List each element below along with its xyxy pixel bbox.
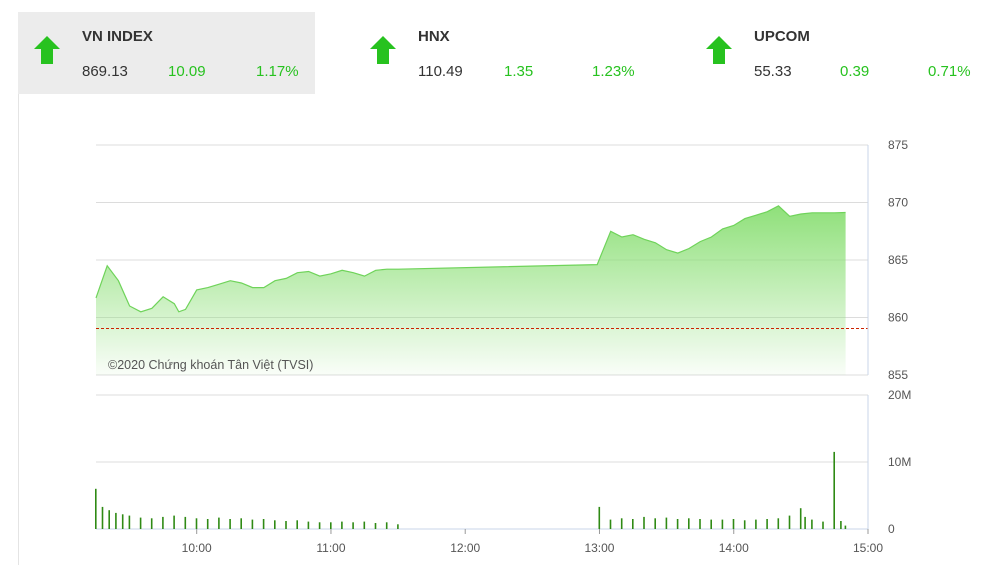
volume-tick-label: 10M bbox=[888, 455, 911, 469]
price-line bbox=[95, 205, 846, 313]
volume-bar bbox=[620, 518, 623, 529]
volume-tick-label: 0 bbox=[888, 522, 895, 536]
index-price: 110.49 bbox=[418, 63, 463, 80]
volume-bar bbox=[811, 519, 813, 529]
x-tick-label: 10:00 bbox=[182, 541, 212, 555]
volume-bar bbox=[397, 524, 399, 529]
volume-bar bbox=[799, 508, 802, 529]
volume-bar bbox=[374, 523, 377, 529]
volume-bar bbox=[822, 521, 824, 529]
volume-bar bbox=[307, 521, 310, 529]
volume-bar bbox=[609, 519, 612, 529]
index-panel-hnx[interactable]: HNX 110.49 1.35 1.23% bbox=[354, 12, 654, 94]
price-tick-label: 870 bbox=[888, 196, 908, 210]
volume-bar bbox=[844, 525, 847, 529]
volume-bar bbox=[385, 522, 388, 529]
x-tick-label: 12:00 bbox=[450, 541, 480, 555]
volume-bar bbox=[229, 519, 231, 529]
index-percent: 0.71% bbox=[928, 63, 971, 80]
volume-bar bbox=[150, 518, 153, 529]
volume-bar bbox=[162, 516, 164, 529]
volume-bar bbox=[833, 451, 835, 529]
volume-bar bbox=[128, 515, 131, 529]
index-percent: 1.17% bbox=[256, 63, 299, 80]
volume-bar bbox=[318, 522, 321, 529]
price-area bbox=[96, 205, 846, 375]
index-name: UPCOM bbox=[754, 28, 810, 45]
volume-bar bbox=[777, 518, 780, 529]
volume-bar bbox=[840, 521, 842, 529]
up-arrow-shape bbox=[34, 36, 60, 64]
volume-bar bbox=[206, 519, 209, 529]
volume-bar bbox=[676, 519, 679, 529]
volume-bar bbox=[352, 522, 354, 529]
up-arrow-icon bbox=[34, 36, 60, 64]
index-name: VN INDEX bbox=[82, 28, 153, 45]
volume-bar bbox=[101, 506, 104, 529]
volume-bar bbox=[743, 520, 746, 529]
watermark: ©2020 Chứng khoán Tân Việt (TVSI) bbox=[108, 358, 313, 372]
x-tick-label: 14:00 bbox=[719, 541, 749, 555]
volume-bar bbox=[251, 519, 254, 529]
volume-bar bbox=[766, 519, 768, 529]
volume-tick-label: 20M bbox=[888, 388, 911, 402]
index-change: 0.39 bbox=[840, 63, 870, 80]
volume-bar bbox=[721, 519, 724, 529]
volume-bar bbox=[330, 522, 332, 529]
volume-bar bbox=[654, 518, 656, 529]
volume-bar bbox=[755, 519, 757, 529]
up-arrow-shape bbox=[370, 36, 396, 64]
volume-bar bbox=[195, 518, 198, 529]
index-name: HNX bbox=[418, 28, 450, 45]
volume-bar bbox=[699, 519, 701, 529]
up-arrow-icon bbox=[370, 36, 396, 64]
index-change: 1.35 bbox=[504, 63, 534, 80]
price-tick-label: 860 bbox=[888, 311, 908, 325]
volume-bar bbox=[788, 515, 791, 529]
volume-bar bbox=[139, 517, 142, 529]
volume-bar bbox=[665, 517, 668, 529]
volume-bar bbox=[710, 519, 712, 529]
volume-bar bbox=[262, 519, 265, 529]
volume-bar bbox=[108, 510, 110, 529]
volume-bar bbox=[115, 512, 117, 529]
volume-bar bbox=[341, 521, 343, 529]
index-panel-upcom[interactable]: UPCOM 55.33 0.39 0.71% bbox=[690, 12, 990, 94]
volume-bar bbox=[184, 516, 187, 529]
volume-bar bbox=[173, 515, 175, 529]
volume-bar bbox=[285, 521, 287, 529]
chart-area bbox=[18, 94, 1004, 565]
up-arrow-icon bbox=[706, 36, 732, 64]
volume-bar bbox=[95, 488, 97, 529]
index-change: 10.09 bbox=[168, 63, 206, 80]
axes: 875 870 865 860 855 20M 10M 0 10:00 11:00 12:00 13:… bbox=[182, 138, 912, 555]
volume-bar bbox=[598, 506, 601, 529]
index-price: 869.13 bbox=[82, 63, 128, 80]
volume-bar bbox=[121, 514, 124, 529]
volume-bar bbox=[363, 521, 366, 529]
x-tick-label: 15:00 bbox=[853, 541, 883, 555]
price-tick-label: 865 bbox=[888, 253, 908, 267]
volume-bars bbox=[95, 451, 847, 529]
volume-bar bbox=[688, 518, 690, 529]
index-price: 55.33 bbox=[754, 63, 792, 80]
up-arrow-shape bbox=[706, 36, 732, 64]
price-tick-label: 875 bbox=[888, 138, 908, 152]
volume-bar bbox=[732, 519, 735, 529]
price-tick-label: 855 bbox=[888, 368, 908, 382]
x-tick-label: 13:00 bbox=[584, 541, 614, 555]
volume-bar bbox=[296, 520, 298, 529]
x-tick-label: 11:00 bbox=[316, 541, 345, 555]
volume-bar bbox=[804, 516, 806, 529]
volume-bar bbox=[632, 519, 634, 529]
volume-bar bbox=[643, 516, 645, 529]
index-panel-vnindex[interactable]: VN INDEX 869.13 10.09 1.17% bbox=[18, 12, 315, 94]
volume-bar bbox=[274, 520, 276, 529]
index-percent: 1.23% bbox=[592, 63, 635, 80]
volume-bar bbox=[240, 518, 242, 529]
volume-bar bbox=[218, 517, 220, 529]
